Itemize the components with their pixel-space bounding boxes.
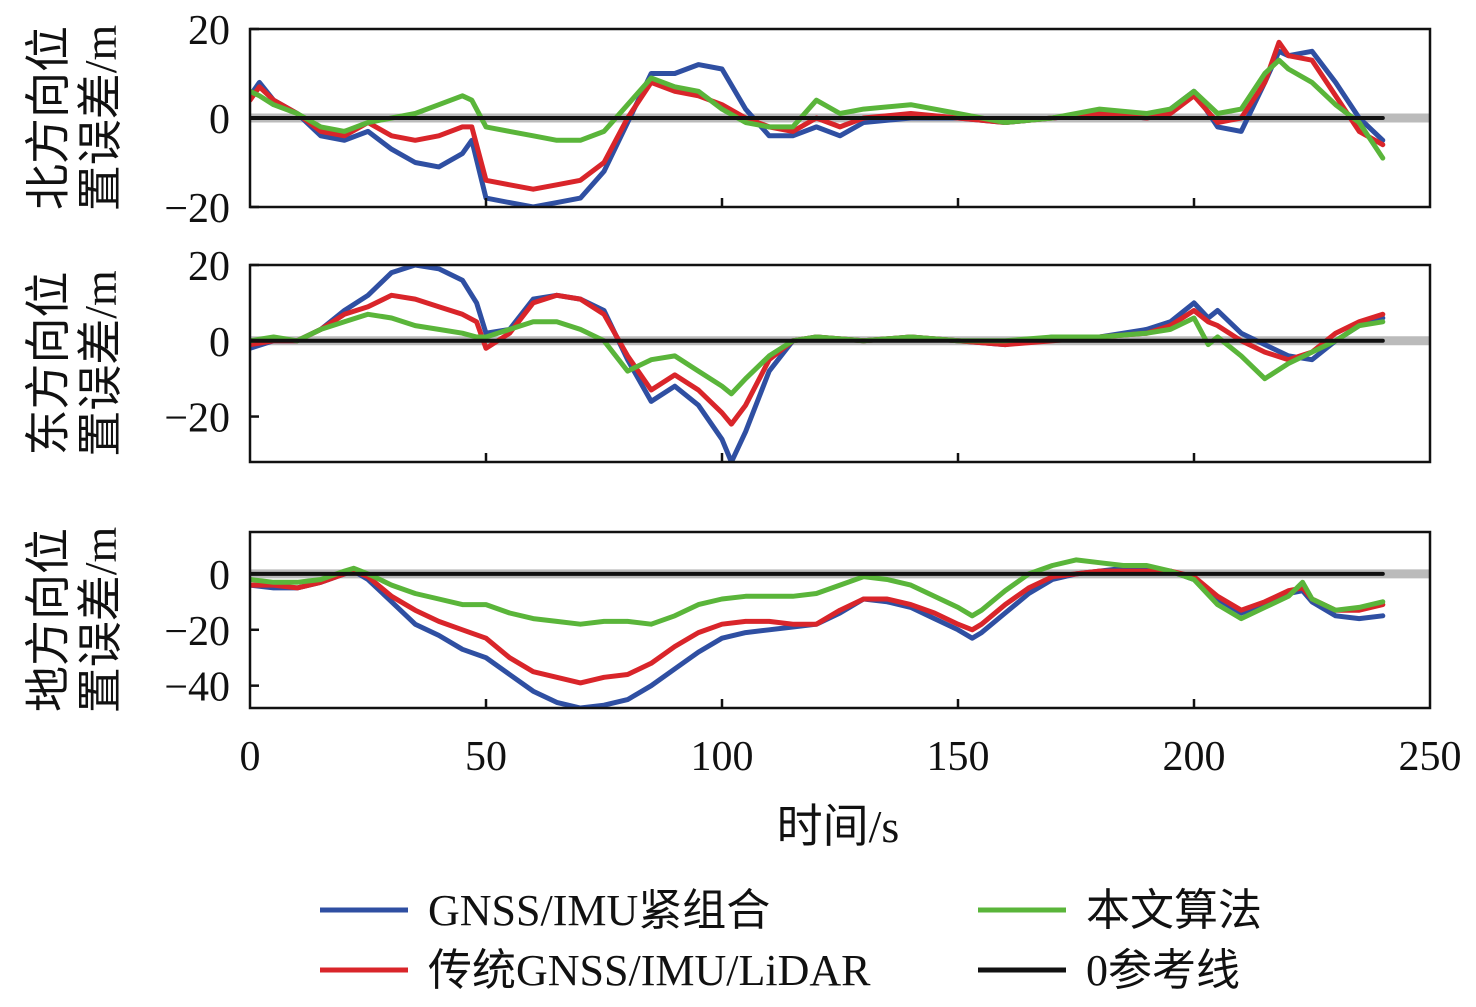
- series-line-green: [250, 57, 1386, 161]
- y-axis-label: 地方向位: [23, 528, 74, 712]
- y-axis-label: 置误差/m: [75, 527, 126, 714]
- plot-frame: [248, 263, 1432, 464]
- series-line-green: [250, 557, 1386, 627]
- panel-2: 20 0 −20 东方向位 置误差/m: [23, 244, 1432, 464]
- legend-item-blue: GNSS/IMU紧组合: [320, 886, 770, 935]
- plot-frame: [248, 530, 1432, 710]
- panel-1: 20 0 −20 北方向位 置误差/m: [23, 8, 1432, 232]
- legend-item-red: 传统GNSS/IMU/LiDAR: [320, 946, 871, 995]
- y-tick-label: −20: [164, 609, 230, 655]
- y-tick-label: −40: [164, 665, 230, 711]
- legend-item-green: 本文算法: [978, 886, 1262, 935]
- y-tick-label: −20: [164, 186, 230, 232]
- y-tick-label: 20: [188, 8, 230, 54]
- series-line-red: [250, 39, 1386, 192]
- y-axis-label: 置误差/m: [75, 25, 126, 212]
- x-tick-label: 100: [691, 734, 754, 780]
- y-tick-label: 0: [209, 320, 230, 366]
- y-axis-label: 东方向位: [23, 272, 74, 456]
- y-axis-label: 置误差/m: [75, 270, 126, 457]
- legend-item-black: 0参考线: [978, 946, 1240, 995]
- y-tick-label: 0: [209, 97, 230, 143]
- y-tick-label: −20: [164, 396, 230, 442]
- y-tick-label: 20: [188, 244, 230, 290]
- x-tick-label: 0: [240, 734, 261, 780]
- legend-label: 0参考线: [1086, 946, 1240, 995]
- legend-label: 本文算法: [1086, 886, 1262, 935]
- y-axis-label: 北方向位: [23, 26, 74, 210]
- series-line-blue: [250, 265, 1386, 462]
- x-tick-label: 50: [465, 734, 507, 780]
- x-tick-label: 150: [927, 734, 990, 780]
- legend-label: 传统GNSS/IMU/LiDAR: [428, 946, 871, 995]
- y-tick-label: 0: [209, 553, 230, 599]
- series-line-red: [250, 292, 1386, 427]
- x-tick-label: 250: [1399, 734, 1462, 780]
- x-axis-label: 时间/s: [777, 801, 900, 852]
- series-line-blue: [250, 48, 1386, 207]
- x-tick-label: 200: [1163, 734, 1226, 780]
- legend-label: GNSS/IMU紧组合: [428, 886, 770, 935]
- panel-3: 0 −20 −40 地方向位 置误差/m 0 50 100 150 200 250: [23, 527, 1462, 780]
- series-line-red: [250, 568, 1386, 686]
